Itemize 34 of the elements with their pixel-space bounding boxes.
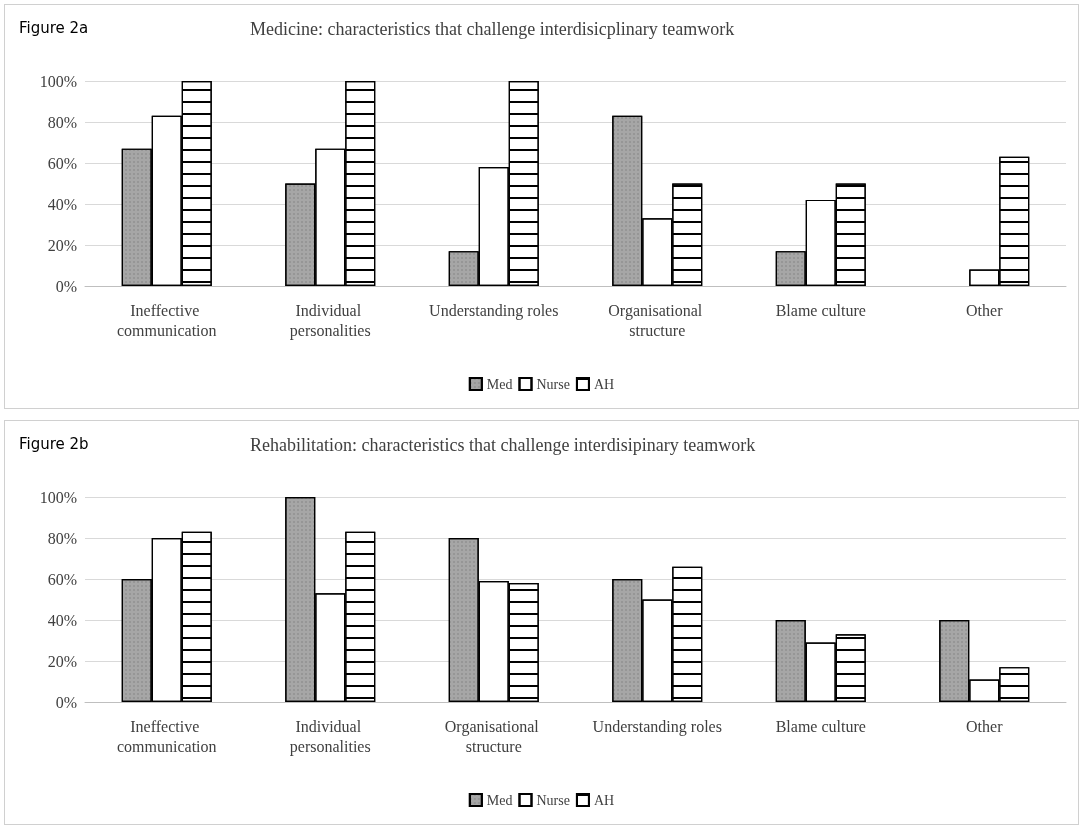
legend-label: AH: [593, 792, 615, 808]
y-tick-label: 20%: [47, 236, 77, 254]
x-tick-label: Other: [966, 301, 1004, 319]
y-tick-label: 40%: [47, 611, 77, 629]
y-tick-label: 100%: [39, 488, 77, 506]
x-tick-label: Blame culture: [775, 301, 866, 319]
legend-label: Nurse: [536, 376, 570, 392]
y-tick-label: 20%: [47, 652, 77, 670]
y-tick-label: 80%: [47, 113, 77, 131]
x-tick-label: Understanding roles: [429, 301, 559, 320]
x-tick-label: Ineffective communication: [116, 301, 217, 339]
y-tick-label: 80%: [47, 529, 77, 547]
x-tick-label: Ineffective communication: [116, 717, 217, 755]
y-tick-label: 0%: [55, 693, 77, 711]
chart-title: Medicine: characteristics that challenge interdisicplinary teamwork: [250, 19, 735, 39]
y-tick-label: 40%: [47, 195, 77, 213]
x-tick-label: Understanding roles: [592, 717, 722, 736]
x-tick-label: Other: [966, 717, 1004, 735]
y-tick-label: 100%: [39, 72, 77, 90]
y-tick-label: 60%: [47, 570, 77, 588]
chart-title: Rehabilitation: characteristics that challenge interdisipinary teamwork: [250, 435, 756, 455]
x-tick-label: Individual personalities: [289, 301, 371, 340]
x-tick-label: Blame culture: [775, 717, 866, 735]
y-tick-label: 60%: [47, 154, 77, 172]
caption: Figure 2a: [19, 19, 89, 37]
x-tick-label: Organisational structure: [608, 301, 707, 339]
legend-label: AH: [593, 376, 615, 392]
y-tick-label: 0%: [55, 277, 77, 295]
legend-label: Med: [486, 376, 513, 392]
legend-label: Med: [486, 792, 513, 808]
x-tick-label: Individual personalities: [289, 717, 371, 756]
x-tick-label: Organisational structure: [444, 717, 543, 755]
legend-label: Nurse: [536, 792, 570, 808]
caption: Figure 2b: [19, 435, 89, 453]
